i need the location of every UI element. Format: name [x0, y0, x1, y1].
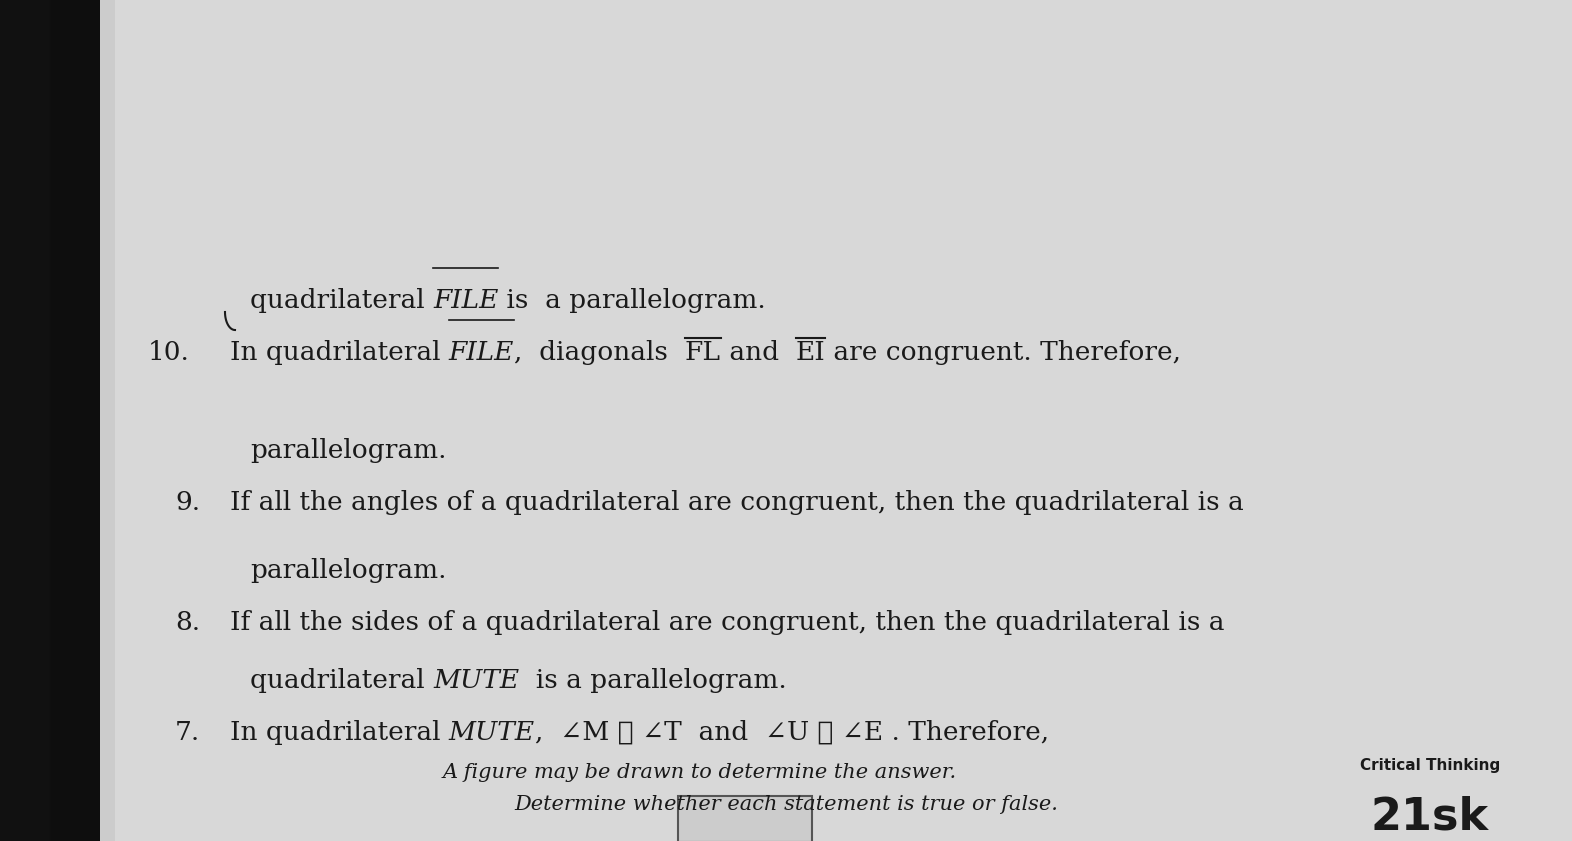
Text: and: and — [722, 340, 795, 365]
Text: FILE: FILE — [450, 340, 514, 365]
Text: parallelogram.: parallelogram. — [250, 558, 446, 583]
Text: quadrilateral: quadrilateral — [250, 668, 432, 693]
Text: If all the sides of a quadrilateral are congruent, then the quadrilateral is a: If all the sides of a quadrilateral are … — [230, 610, 1225, 635]
Polygon shape — [101, 0, 1572, 841]
Text: 8.: 8. — [174, 610, 200, 635]
Text: 9.: 9. — [174, 490, 200, 515]
Text: Determine whether each statement is true or false.: Determine whether each statement is true… — [514, 795, 1058, 814]
Text: parallelogram.: parallelogram. — [250, 438, 446, 463]
Text: MUTE: MUTE — [450, 720, 534, 745]
Text: 21sk: 21sk — [1371, 795, 1489, 838]
Text: A figure may be drawn to determine the answer.: A figure may be drawn to determine the a… — [443, 763, 957, 782]
Polygon shape — [115, 0, 1572, 841]
Text: 7.: 7. — [174, 720, 200, 745]
Text: ,  diagonals: , diagonals — [514, 340, 685, 365]
Text: In quadrilateral: In quadrilateral — [230, 720, 450, 745]
Text: Critical Thinking: Critical Thinking — [1360, 758, 1500, 773]
Text: MUTE: MUTE — [432, 668, 519, 693]
Text: EI: EI — [795, 340, 825, 365]
Text: 10.: 10. — [148, 340, 190, 365]
Text: FL: FL — [685, 340, 722, 365]
Text: In quadrilateral: In quadrilateral — [230, 340, 450, 365]
Text: are congruent. Therefore,: are congruent. Therefore, — [825, 340, 1182, 365]
Text: is  a parallelogram.: is a parallelogram. — [498, 288, 766, 313]
Text: FILE: FILE — [432, 288, 498, 313]
Text: is a parallelogram.: is a parallelogram. — [519, 668, 788, 693]
Polygon shape — [0, 0, 130, 841]
Text: ,  ∠M ≅ ∠T  and  ∠U ≅ ∠E . Therefore,: , ∠M ≅ ∠T and ∠U ≅ ∠E . Therefore, — [534, 720, 1049, 745]
Text: If all the angles of a quadrilateral are congruent, then the quadrilateral is a: If all the angles of a quadrilateral are… — [230, 490, 1243, 515]
FancyBboxPatch shape — [678, 796, 813, 841]
Text: quadrilateral: quadrilateral — [250, 288, 432, 313]
